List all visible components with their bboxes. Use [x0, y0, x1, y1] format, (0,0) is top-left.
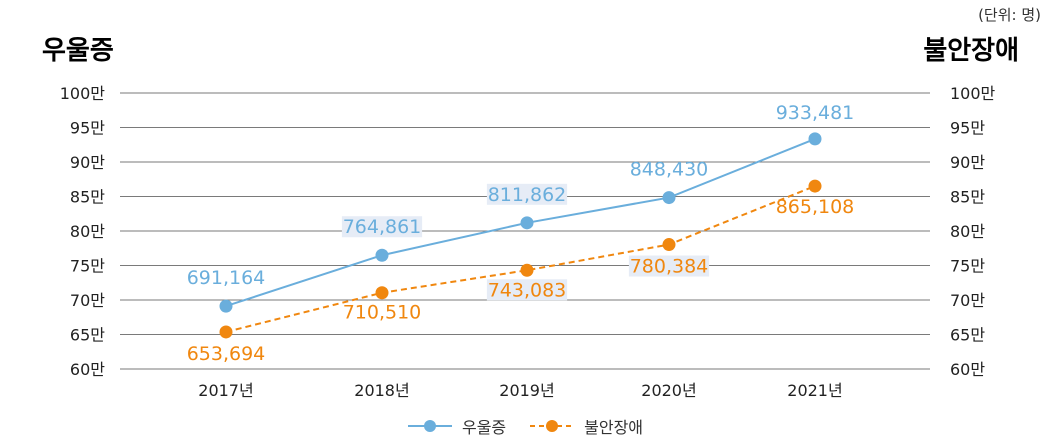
depression-point	[662, 191, 676, 205]
y-tick-label-left: 75만	[70, 257, 105, 276]
anxiety-data-label: 653,694	[187, 343, 266, 365]
right-axis-title: 불안장애	[923, 36, 1019, 66]
legend: 우울증 불안장애	[0, 415, 1049, 437]
anxiety-point	[520, 263, 534, 277]
y-tick-label-left: 65만	[70, 326, 105, 345]
y-tick-label-left: 70만	[70, 291, 105, 310]
x-tick-label: 2020년	[641, 381, 696, 400]
y-tick-label-right: 75만	[950, 257, 985, 276]
anxiety-data-label: 743,083	[488, 279, 567, 301]
anxiety-data-label: 865,108	[776, 196, 855, 218]
legend-item-anxiety: 불안장애	[528, 414, 643, 438]
depression-data-label-bg	[341, 216, 423, 238]
depression-point	[375, 248, 389, 262]
legend-item-depression: 우울증	[406, 414, 506, 438]
legend-depression-marker-icon	[407, 420, 452, 432]
anxiety-point	[808, 179, 822, 193]
x-tick-label: 2019년	[499, 381, 554, 400]
y-tick-label-right: 80만	[950, 222, 985, 241]
x-tick-label: 2018년	[354, 381, 409, 400]
anxiety-data-label: 710,510	[343, 302, 422, 324]
y-tick-label-left: 100만	[60, 84, 106, 103]
y-tick-label-left: 85만	[70, 188, 105, 207]
y-tick-label-right: 70만	[950, 291, 985, 310]
y-tick-label-left: 90만	[70, 153, 105, 172]
legend-anxiety-marker-icon	[530, 420, 575, 432]
depression-data-label-bg	[486, 183, 568, 205]
y-tick-label-left: 60만	[70, 360, 105, 379]
anxiety-point	[219, 325, 233, 339]
y-tick-label-left: 80만	[70, 222, 105, 241]
depression-data-label: 933,481	[776, 102, 855, 124]
anxiety-data-label-bg	[486, 279, 568, 301]
y-tick-label-right: 85만	[950, 188, 985, 207]
anxiety-point	[662, 238, 676, 252]
y-tick-label-right: 60만	[950, 360, 985, 379]
anxiety-data-label: 780,384	[630, 256, 709, 278]
y-tick-label-right: 100만	[950, 84, 996, 103]
depression-data-label: 691,164	[187, 267, 266, 289]
depression-data-label: 764,861	[343, 216, 422, 238]
y-tick-label-right: 90만	[950, 153, 985, 172]
depression-point	[219, 299, 233, 313]
left-axis-title: 우울증	[42, 36, 114, 66]
depression-data-label: 848,430	[630, 159, 709, 181]
depression-point	[520, 216, 534, 230]
depression-point	[808, 132, 822, 146]
x-tick-label: 2021년	[787, 381, 842, 400]
y-tick-label-right: 65만	[950, 326, 985, 345]
anxiety-data-label-bg	[628, 255, 710, 277]
legend-label-anxiety: 불안장애	[584, 418, 644, 437]
legend-label-depression: 우울증	[461, 418, 507, 437]
y-tick-label-left: 95만	[70, 119, 105, 138]
depression-data-label: 811,862	[488, 184, 567, 206]
x-tick-label: 2017년	[198, 381, 253, 400]
unit-note: (단위: 명)	[978, 6, 1041, 24]
anxiety-line	[225, 185, 816, 333]
anxiety-point	[375, 286, 389, 300]
y-tick-label-right: 95만	[950, 119, 985, 138]
